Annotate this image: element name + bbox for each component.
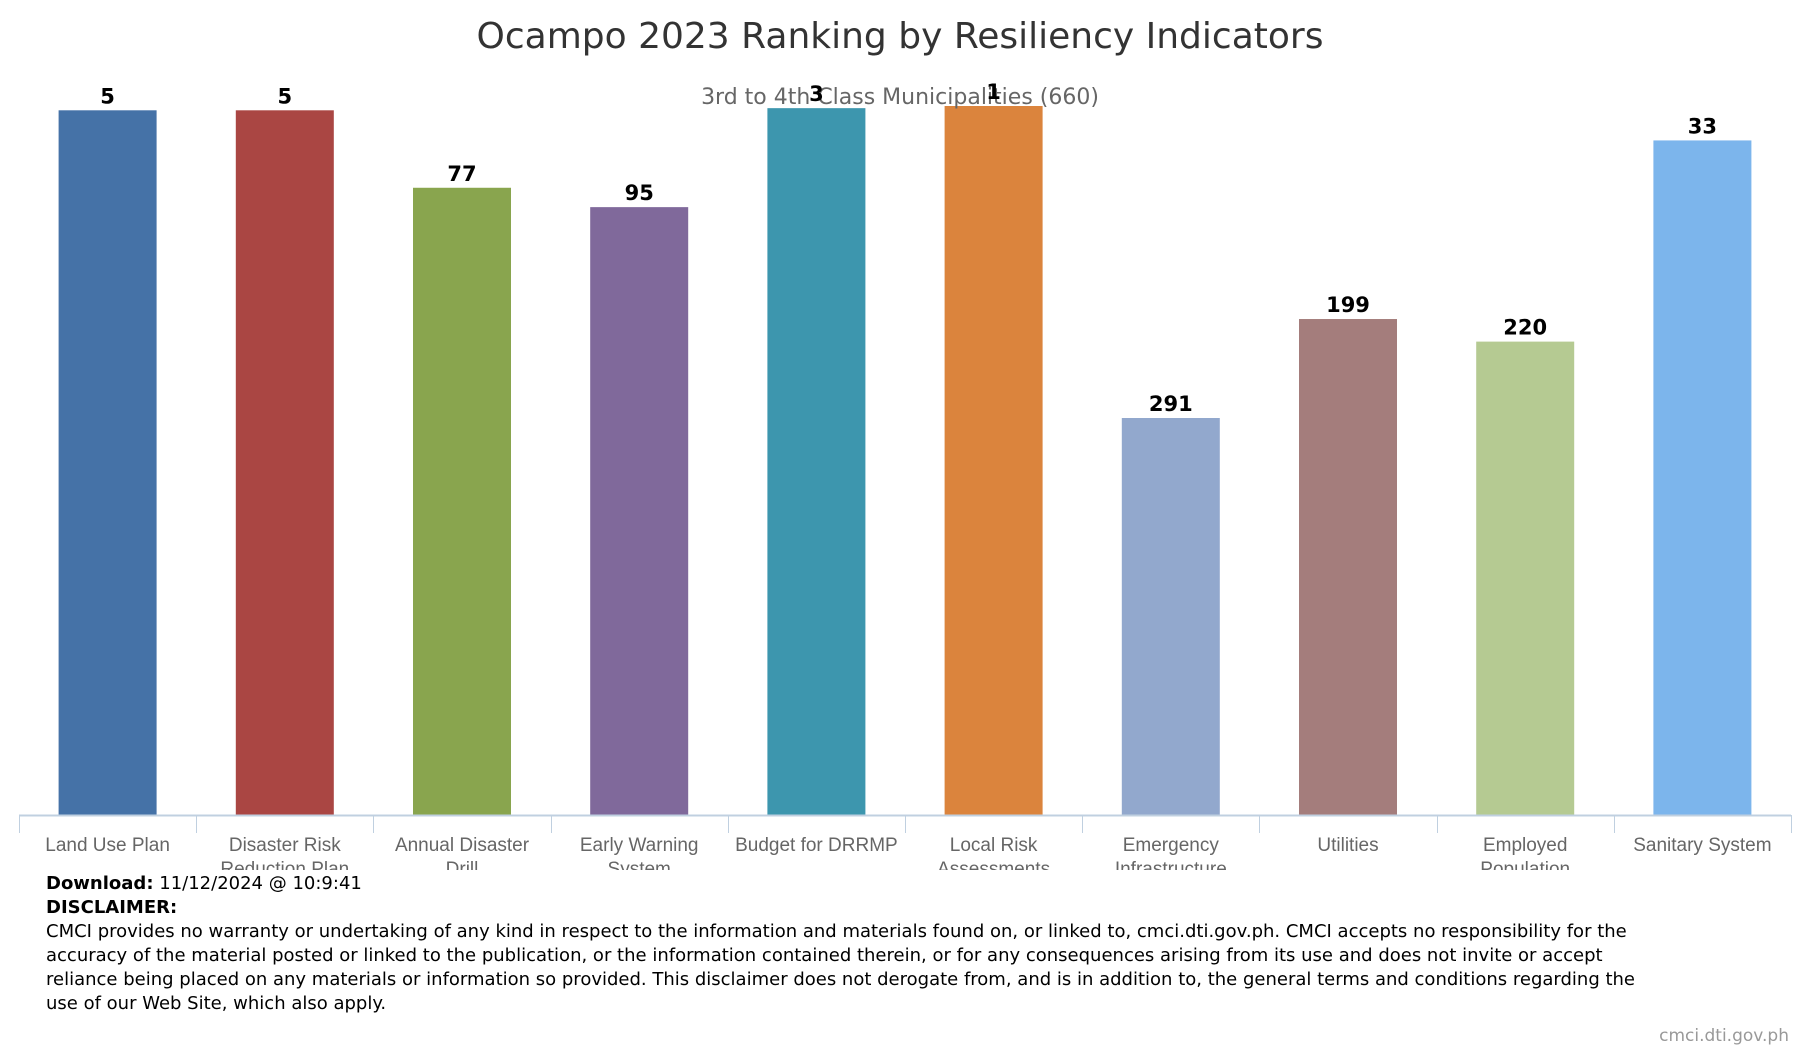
data-label-5: 1 xyxy=(986,80,1001,104)
data-label-1: 5 xyxy=(277,84,292,108)
bar-7[interactable] xyxy=(1299,319,1397,815)
bar-chart: Ocampo 2023 Ranking by Resiliency Indica… xyxy=(19,16,1792,870)
x-tick-label-5-line-0: Local Risk xyxy=(950,835,1038,856)
data-label-9: 33 xyxy=(1688,114,1717,138)
x-tick-label-3-line-0: Early Warning xyxy=(580,835,699,856)
x-tick-label-6-line-1: Infrastructure xyxy=(1115,859,1227,870)
x-axis: Land Use Plan Disaster Risk Reduction Plan… xyxy=(19,814,1792,870)
bars-group xyxy=(58,106,1752,816)
x-tick-label-0: Land Use Plan xyxy=(45,835,170,856)
x-tick-label-1-line-1: Reduction Plan xyxy=(220,859,349,870)
data-labels-group: 5 5 77 95 3 1 291 199 220 33 xyxy=(100,80,1717,416)
x-tick-label-5-line-1: Assessments xyxy=(937,859,1050,870)
x-tick-label-2-line-1: Drill xyxy=(446,859,479,870)
bar-8[interactable] xyxy=(1476,341,1575,815)
data-label-2: 77 xyxy=(447,162,476,186)
x-tick-label-6-line-0: Emergency xyxy=(1123,835,1220,856)
x-tick-label-1-line-0: Disaster Risk xyxy=(229,835,341,856)
chart-subtitle: 3rd to 4th Class Municipalities (660) xyxy=(701,85,1099,110)
x-tick-label-3-line-1: System xyxy=(608,859,671,870)
data-label-3: 95 xyxy=(625,181,654,205)
bar-5[interactable] xyxy=(944,106,1043,815)
chart-title: Ocampo 2023 Ranking by Resiliency Indica… xyxy=(477,16,1324,57)
download-timestamp: 11/12/2024 @ 10:9:41 xyxy=(159,873,362,894)
disclaimer-text: CMCI provides no warranty or undertaking… xyxy=(46,921,1636,1014)
x-tick-label-8-line-0: Employed xyxy=(1483,835,1568,856)
bar-4[interactable] xyxy=(767,108,866,816)
footer: Download: 11/12/2024 @ 10:9:41 DISCLAIME… xyxy=(46,872,1646,1016)
x-tick-label-7: Utilities xyxy=(1317,835,1378,856)
data-label-4: 3 xyxy=(809,82,824,106)
bar-6[interactable] xyxy=(1121,418,1220,815)
x-tick-label-9: Sanitary System xyxy=(1633,835,1771,856)
disclaimer-label: DISCLAIMER: xyxy=(46,897,178,918)
bar-0[interactable] xyxy=(58,110,157,816)
download-label: Download: xyxy=(46,873,154,894)
data-label-0: 5 xyxy=(100,84,115,108)
x-tick-label-2-line-0: Annual Disaster xyxy=(395,835,530,856)
data-label-6: 291 xyxy=(1149,392,1193,416)
x-tick-label-4: Budget for DRRMP xyxy=(735,835,898,856)
site-credit[interactable]: cmci.dti.gov.ph xyxy=(1659,1026,1789,1046)
bar-2[interactable] xyxy=(413,187,511,816)
download-line: Download: 11/12/2024 @ 10:9:41 xyxy=(46,872,1646,896)
x-tick-label-8-line-1: Population xyxy=(1480,859,1570,870)
bar-9[interactable] xyxy=(1653,140,1752,815)
bar-3[interactable] xyxy=(590,207,689,815)
data-label-8: 220 xyxy=(1503,316,1547,340)
data-label-7: 199 xyxy=(1326,293,1370,317)
bar-1[interactable] xyxy=(235,110,334,816)
